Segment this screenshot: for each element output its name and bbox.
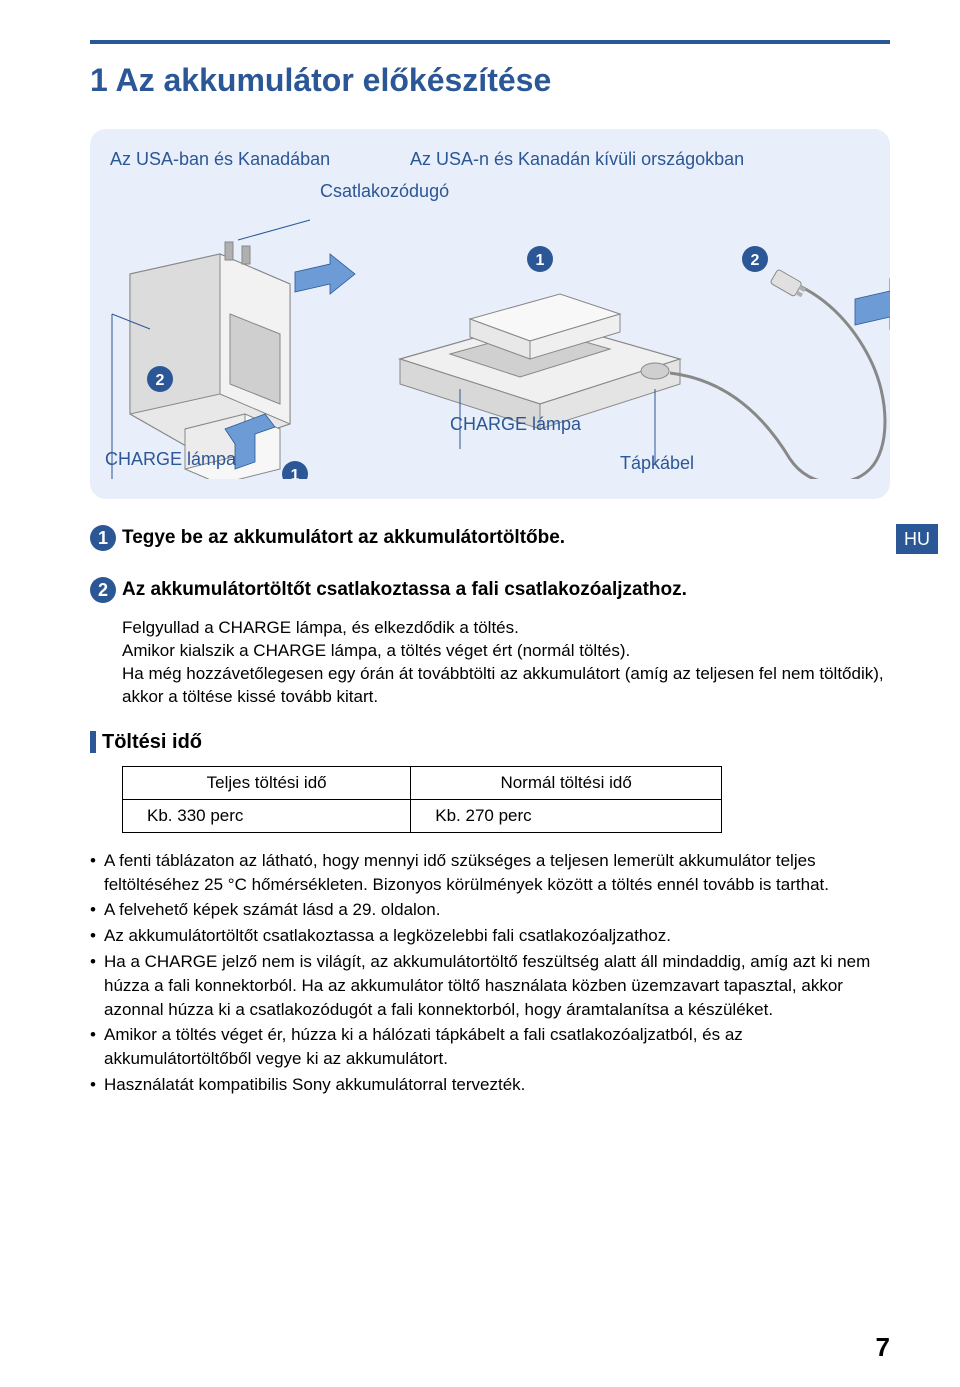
svg-text:1: 1 <box>536 252 545 269</box>
language-badge: HU <box>896 524 938 554</box>
diagram-column-headings: Az USA-ban és Kanadában Az USA-n és Kana… <box>110 149 870 170</box>
explain-line-3: Ha még hozzávetőlegesen egy órán át tová… <box>122 663 890 709</box>
list-item: A fenti táblázaton az látható, hogy menn… <box>90 849 890 897</box>
list-item: Amikor a töltés véget ér, húzza ki a hál… <box>90 1023 890 1071</box>
top-rule <box>90 40 890 44</box>
explain-line-1: Felgyullad a CHARGE lámpa, és elkezdődik… <box>122 617 890 640</box>
step-1: 1 Tegye be az akkumulátort az akkumuláto… <box>90 525 890 551</box>
charge-time-heading-text: Töltési idő <box>102 731 202 754</box>
section-bar-icon <box>90 731 96 753</box>
power-cable-label: Tápkábel <box>620 453 694 474</box>
charge-time-table: Teljes töltési idő Normál töltési idő Kb… <box>122 766 722 833</box>
svg-text:2: 2 <box>751 252 760 269</box>
explain-line-2: Amikor kialszik a CHARGE lámpa, a töltés… <box>122 640 890 663</box>
list-item: Használatát kompatibilis Sony akkumuláto… <box>90 1073 890 1097</box>
step-2-number-icon: 2 <box>90 577 116 603</box>
explanation-block: Felgyullad a CHARGE lámpa, és elkezdődik… <box>90 617 890 709</box>
step-1-number-icon: 1 <box>90 525 116 551</box>
diagram-box: Az USA-ban és Kanadában Az USA-n és Kana… <box>90 129 890 499</box>
step-1-text: Tegye be az akkumulátort az akkumulátort… <box>122 527 565 549</box>
notes-list: A fenti táblázaton az látható, hogy menn… <box>90 849 890 1097</box>
page-title: 1 Az akkumulátor előkészítése <box>90 62 890 99</box>
diagram-illustration: 2 <box>90 199 890 479</box>
charge-lamp-right-label: CHARGE lámpa <box>450 414 581 435</box>
list-item: Az akkumulátortöltőt csatlakoztassa a le… <box>90 924 890 948</box>
diagram-heading-right: Az USA-n és Kanadán kívüli országokban <box>410 149 870 170</box>
table-header-full: Teljes töltési idő <box>123 766 411 799</box>
list-item: Ha a CHARGE jelző nem is világít, az akk… <box>90 950 890 1021</box>
page-number: 7 <box>876 1332 890 1363</box>
table-header-normal: Normál töltési idő <box>411 766 722 799</box>
step-2: 2 Az akkumulátortöltőt csatlakoztassa a … <box>90 577 890 603</box>
table-row: Kb. 330 perc Kb. 270 perc <box>123 799 722 832</box>
table-cell-full-value: Kb. 330 perc <box>123 799 411 832</box>
step-2-text: Az akkumulátortöltőt csatlakoztassa a fa… <box>122 579 687 601</box>
table-row: Teljes töltési idő Normál töltési idő <box>123 766 722 799</box>
list-item: A felvehető képek számát lásd a 29. olda… <box>90 898 890 922</box>
charge-lamp-left-label: CHARGE lámpa <box>105 449 236 470</box>
table-cell-normal-value: Kb. 270 perc <box>411 799 722 832</box>
diagram-heading-left: Az USA-ban és Kanadában <box>110 149 410 170</box>
svg-text:1: 1 <box>291 467 300 479</box>
svg-text:2: 2 <box>156 372 165 389</box>
charge-time-heading: Töltési idő <box>90 731 890 754</box>
